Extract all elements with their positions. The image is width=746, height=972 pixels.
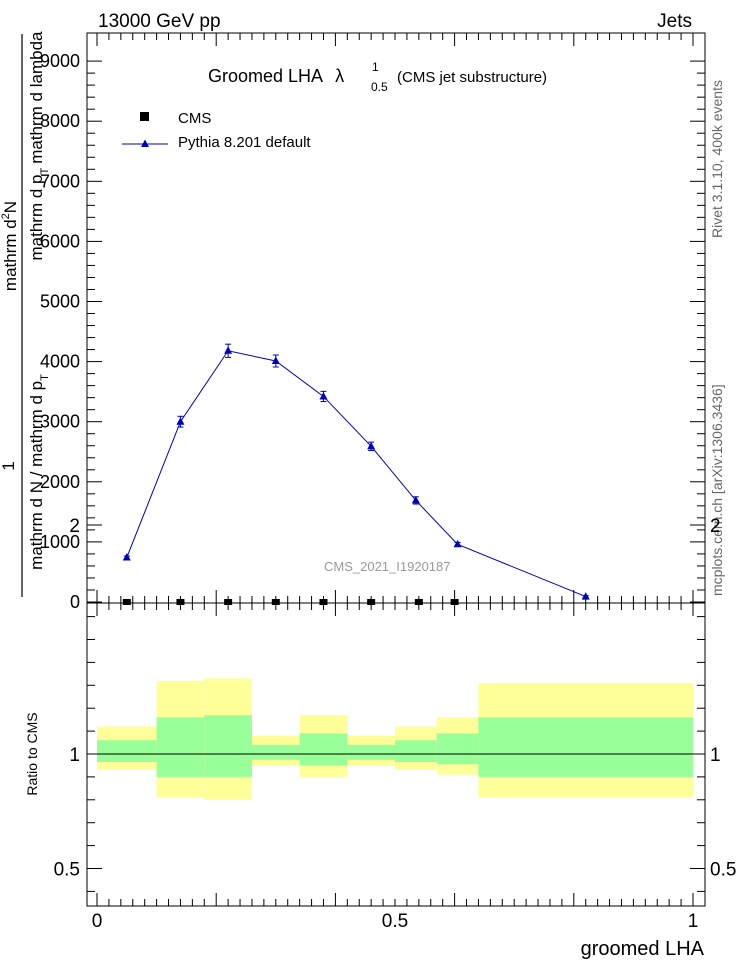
main-ytick-label: 3000 <box>40 412 80 432</box>
pythia-point <box>581 592 590 600</box>
cms-point <box>271 599 280 605</box>
ratio-band-inner <box>478 717 693 777</box>
y-label-inner-numerator: 1 <box>0 461 18 470</box>
ratio-band-inner <box>347 744 395 760</box>
pythia-point <box>367 441 376 450</box>
cms-point <box>450 599 459 605</box>
ratio-band-inner <box>299 733 348 766</box>
side-label-bottom: mcplots.cern.ch [arXiv:1306.3436] <box>709 384 725 596</box>
plot-title: Groomed LHA λ 1 0.5 (CMS jet substructur… <box>208 60 547 94</box>
main-ytick-label: 4000 <box>40 352 80 372</box>
ratio-band-inner <box>97 740 157 763</box>
main-ytick-label: 2000 <box>40 472 80 492</box>
main-ytick-label: 1000 <box>40 532 80 552</box>
header-right: Jets <box>657 11 692 32</box>
ratio-ytick-label-right: 2 <box>710 516 721 537</box>
plot-title-sub: 0.5 <box>371 80 388 94</box>
main-ytick-label: 5000 <box>40 292 80 312</box>
ratio-plot: 0.5 0.51 12 2 0 0.5 1 <box>54 516 737 932</box>
pythia-point <box>271 356 280 364</box>
ratio-ytick-label: 2 <box>69 516 80 537</box>
main-ytick-label: 7000 <box>40 171 80 191</box>
cms-point <box>122 599 131 605</box>
pythia-point <box>224 346 233 354</box>
cms-point <box>414 599 423 605</box>
ratio-xtick-label: 0 <box>92 911 103 932</box>
ratio-band-inner <box>156 717 205 777</box>
plot-title-suffix: (CMS jet substructure) <box>397 69 547 86</box>
ratio-ytick-label: 0.5 <box>54 860 80 881</box>
x-axis-label: groomed LHA <box>581 938 705 960</box>
cms-point <box>176 599 185 605</box>
ratio-y-label: Ratio to CMS <box>24 712 40 795</box>
cms-point <box>319 599 328 605</box>
ratio-xtick-label: 0.5 <box>382 911 408 932</box>
side-label-top: Rivet 3.1.10, 400k events <box>709 80 725 238</box>
main-series-points <box>122 343 590 605</box>
pythia-point <box>122 553 131 561</box>
cms-point <box>367 599 376 605</box>
main-ytick-label: 9000 <box>40 51 80 71</box>
plot-title-main: Groomed LHA <box>208 66 323 86</box>
main-plot: 0 1000 2000 3000 4000 5000 6000 7000 8000 9000 <box>40 32 706 612</box>
cms-point <box>224 599 233 605</box>
pythia-point <box>319 391 328 400</box>
legend-mc-label: Pythia 8.201 default <box>178 134 311 151</box>
ratio-plot-frame <box>86 602 706 907</box>
ratio-y-axis: 0.5 0.5 1 1 2 2 <box>54 516 736 892</box>
svg-text:Groomed LHA λ: Groomed LHA λ <box>208 66 344 86</box>
ratio-band-inner <box>204 715 252 777</box>
legend-cms-marker <box>140 112 149 121</box>
ratio-bands <box>97 678 693 800</box>
y-label-denominator: mathrm d pTmathrm d lambda <box>27 31 51 261</box>
pythia-point <box>453 539 462 548</box>
ratio-band-inner <box>436 733 479 765</box>
y-label-numerator: mathrm d2N <box>0 201 20 291</box>
main-ytick-label: 0 <box>70 592 80 612</box>
pythia-point <box>411 495 420 504</box>
legend-mc-marker <box>141 139 149 147</box>
y-label-inner-denominator: mathrm d N / mathrm d pT <box>27 374 51 570</box>
plot-title-sup: 1 <box>372 60 379 74</box>
watermark: CMS_2021_I1920187 <box>324 559 451 574</box>
pythia-point <box>176 417 185 425</box>
ratio-band-inner <box>251 744 300 760</box>
ratio-xtick-label: 1 <box>688 911 699 932</box>
plot-title-symbol: λ <box>335 66 344 86</box>
main-ytick-label: 6000 <box>40 231 80 251</box>
legend: CMS Pythia 8.201 default <box>122 110 311 151</box>
main-y-label: mathrm d2N mathrm d pTmathrm d lambda 1 … <box>0 31 51 597</box>
header-left: 13000 GeV pp <box>98 11 221 32</box>
ratio-x-axis: 0 0.5 1 <box>92 603 699 932</box>
legend-cms-label: CMS <box>178 110 211 127</box>
ratio-ytick-label-right: 1 <box>710 745 721 766</box>
ratio-ytick-label-right: 0.5 <box>710 860 736 881</box>
ratio-ytick-label: 1 <box>69 745 80 766</box>
ratio-band-inner <box>395 740 437 763</box>
main-ytick-label: 8000 <box>40 111 80 131</box>
